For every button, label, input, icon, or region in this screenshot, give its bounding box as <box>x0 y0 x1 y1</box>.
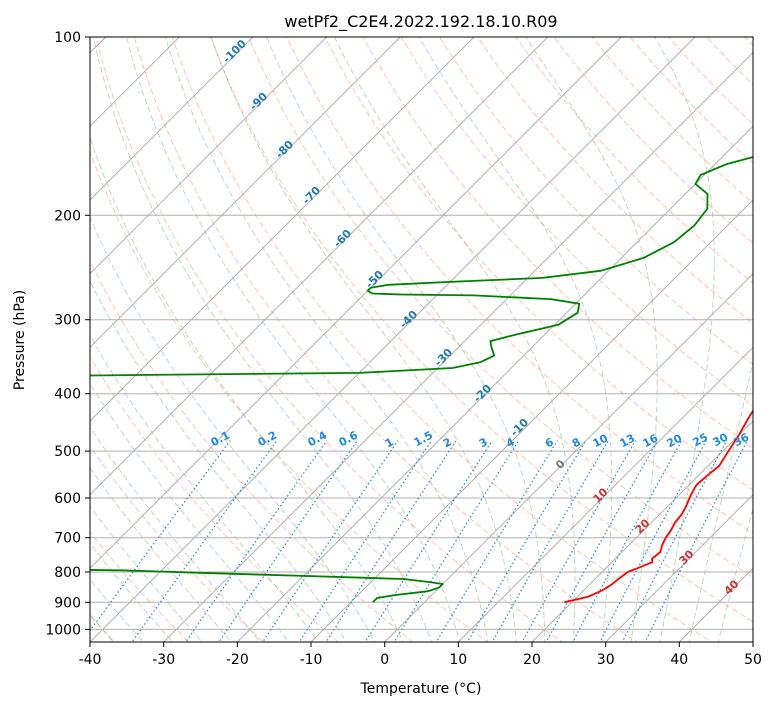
mixing-ratio-line <box>545 440 659 642</box>
x-tick-label: 50 <box>744 652 762 668</box>
dry-adiabat-line <box>400 37 753 407</box>
isotherm-line <box>90 37 696 642</box>
mixing-ratio-line <box>364 440 493 642</box>
dry-adiabat-line <box>438 37 753 366</box>
y-tick-label: 1000 <box>45 622 81 638</box>
mixing-ratio-line <box>521 440 637 642</box>
mixing-ratio-line <box>491 440 609 642</box>
sounding-series <box>90 156 753 604</box>
x-tick-label: -20 <box>226 652 249 668</box>
dry-adiabat-line <box>324 37 753 491</box>
y-tick-label: 500 <box>54 444 81 460</box>
isotherm-line <box>90 37 401 349</box>
x-tick-label: 10 <box>449 652 467 668</box>
moist-adiabat-line <box>90 505 203 642</box>
x-tick-label: -40 <box>79 652 102 668</box>
plot-frame <box>89 36 754 643</box>
dry-adiabat-line <box>90 259 414 642</box>
x-axis-title: Temperature (°C) <box>360 681 482 697</box>
isotherm-line <box>236 125 753 642</box>
y-tick-label: 200 <box>54 208 81 224</box>
x-tick-label: -30 <box>152 652 175 668</box>
mixing-ratio-line <box>298 440 432 642</box>
isotherm-line <box>163 51 753 642</box>
isotherm-line <box>310 199 753 642</box>
moist-adiabat-line <box>90 578 144 642</box>
y-tick-label: 700 <box>54 531 81 547</box>
mixing-ratio-label-25: 25 <box>691 431 711 450</box>
isotherm-line <box>90 37 254 201</box>
mixing-ratio-label-30: 30 <box>711 430 731 449</box>
chart-title: wetPf2_C2E4.2022.192.18.10.R09 <box>284 12 557 32</box>
isotherm-line <box>90 37 328 275</box>
isotherm-line <box>384 272 753 642</box>
y-axis-title: Pressure (hPa) <box>12 290 28 390</box>
mixing-ratio-line <box>621 440 728 642</box>
dry-adiabat-line <box>95 37 564 642</box>
y-tick-label: 400 <box>54 387 81 403</box>
moist-adiabat-line <box>90 542 174 642</box>
dry-adiabat-line <box>90 356 339 642</box>
isotherm-line <box>531 420 753 642</box>
y-tick-label: 800 <box>54 565 81 581</box>
mixing-ratio-line <box>466 440 587 642</box>
dry-adiabat-line <box>90 150 489 642</box>
skewed-isotherms <box>90 37 753 642</box>
x-tick-label: 20 <box>523 652 541 668</box>
dewpoint-profile-line <box>90 156 753 603</box>
moist-adiabat-line <box>90 279 347 642</box>
moist-adiabat-line <box>92 37 432 642</box>
x-tick-label: 40 <box>670 652 688 668</box>
plot-area: -100 -90 -80 -70 -60 -50 -40 -30 -20 -10… <box>90 37 753 642</box>
mixing-ratio-label-10: 10 <box>591 431 611 450</box>
mixing-ratio-line <box>599 440 707 642</box>
dry-adiabat-line <box>133 37 638 642</box>
mixing-ratio-line <box>262 440 399 642</box>
temperature-profile-line <box>564 408 753 604</box>
y-tick-label: 600 <box>54 491 81 507</box>
mixing-ratio-label-36: 36 <box>732 430 752 449</box>
moist-adiabat-line <box>210 37 518 642</box>
x-axis: -40 -30 -20 -10 0 10 20 30 40 50 <box>79 642 762 668</box>
x-tick-label: 30 <box>597 652 615 668</box>
mixing-ratio-line <box>435 440 558 642</box>
x-tick-label: -10 <box>300 652 323 668</box>
isotherm-line <box>605 493 753 642</box>
isotherm-line <box>457 346 753 642</box>
isotherm-line <box>90 37 475 422</box>
mixing-ratio-label-13: 13 <box>618 432 638 451</box>
mixing-ratio-line <box>644 440 748 642</box>
y-axis: 100 200 300 400 500 600 700 800 900 1000 <box>45 30 90 638</box>
dry-adiabat-line <box>90 531 190 642</box>
x-tick-label: 0 <box>380 652 389 668</box>
mixing-ratio-line <box>325 440 457 642</box>
mixing-ratio-label-20: 20 <box>665 431 685 450</box>
y-tick-label: 300 <box>54 313 81 329</box>
mixing-ratio-lines <box>90 440 748 642</box>
y-tick-label: 100 <box>54 30 81 46</box>
mixing-ratio-line <box>572 440 683 642</box>
isotherm-line <box>90 37 622 570</box>
mixing-ratio-line <box>131 440 278 642</box>
y-tick-label: 900 <box>54 595 81 611</box>
isotherm-line <box>90 37 549 496</box>
mixing-ratio-label-16: 16 <box>641 431 661 450</box>
